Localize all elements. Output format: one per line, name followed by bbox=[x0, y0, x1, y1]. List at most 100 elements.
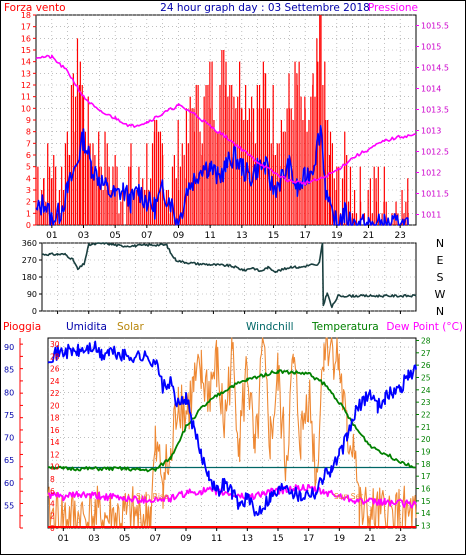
wind-tick-label: 11 bbox=[21, 93, 31, 102]
wind-tick-label: 13 bbox=[21, 69, 31, 78]
x-tick-label: 05 bbox=[119, 534, 130, 544]
wind-average-line bbox=[35, 125, 409, 226]
x-tick-label: 11 bbox=[204, 231, 215, 241]
rain-tick-label: 12 bbox=[50, 450, 60, 459]
pressure-tick-label: 1014 bbox=[421, 85, 441, 94]
temperature-tick-label: 19 bbox=[421, 448, 431, 457]
direction-tick-label: 360 bbox=[22, 239, 37, 248]
temperature-tick-label: 16 bbox=[421, 485, 431, 494]
temperature-tick-label: 25 bbox=[421, 373, 431, 382]
pressure-tick-label: 1015.5 bbox=[421, 22, 449, 31]
direction-tick-label: 0 bbox=[32, 307, 37, 316]
rain-tick-label: 30 bbox=[50, 340, 60, 349]
climate-plot-lines bbox=[47, 337, 417, 529]
temperature-tick-label: 21 bbox=[421, 423, 431, 432]
rain-tick-label: 20 bbox=[50, 401, 60, 410]
rain-tick-label: 8 bbox=[50, 475, 55, 484]
wind-tick-label: 7 bbox=[26, 139, 31, 148]
humidity-tick-label: 70 bbox=[4, 434, 14, 443]
wind-tick-label: 4 bbox=[26, 174, 31, 183]
rain-tick-label: 22 bbox=[50, 389, 60, 398]
temperature-tick-label: 23 bbox=[421, 398, 431, 407]
x-tick-label: 05 bbox=[109, 231, 120, 241]
temperature-tick-label: 27 bbox=[421, 349, 431, 358]
rain-tick-label: 0 bbox=[50, 524, 55, 533]
rain-tick-label: 14 bbox=[50, 438, 60, 447]
x-tick-label: 11 bbox=[211, 534, 222, 544]
pressure-tick-label: 1015 bbox=[421, 43, 441, 52]
rain-tick-label: 2 bbox=[50, 512, 55, 521]
temperature-tick-label: 17 bbox=[421, 472, 431, 481]
rain-tick-label: 10 bbox=[50, 463, 60, 472]
wind-direction-line bbox=[41, 242, 417, 309]
temperature-tick-label: 28 bbox=[421, 336, 431, 345]
humidity-tick-label: 55 bbox=[4, 501, 14, 510]
windchill-header-label: Windchill bbox=[246, 321, 294, 333]
temperature-tick-label: 18 bbox=[421, 460, 431, 469]
solar-header-label: Solar bbox=[117, 321, 144, 333]
x-tick-label: 17 bbox=[303, 534, 314, 544]
wind-tick-label: 14 bbox=[21, 58, 31, 67]
wind-axis-title: Forza vento bbox=[4, 2, 66, 14]
wind-tick-label: 6 bbox=[26, 151, 31, 160]
temperature-tick-label: 20 bbox=[421, 435, 431, 444]
wind-plot-lines bbox=[35, 54, 417, 226]
pressure-axis-ticks: 1011 1011.5 1012 1012.5 1013 1013.5 1014 1014.5… bbox=[416, 22, 449, 220]
wind-tick-label: 8 bbox=[26, 128, 31, 137]
temperature-tick-label: 24 bbox=[421, 386, 431, 395]
wind-tick-label: 15 bbox=[21, 46, 31, 55]
rain-tick-label: 4 bbox=[50, 499, 55, 508]
climate-x-axis-ticks: 01 03 05 07 09 11 13 15 17 19 21 23 bbox=[58, 528, 406, 544]
compass-label: N bbox=[436, 305, 444, 318]
x-tick-label: 19 bbox=[334, 534, 346, 544]
humidity-line bbox=[47, 340, 417, 517]
x-tick-label: 09 bbox=[173, 231, 185, 241]
x-tick-label: 03 bbox=[88, 534, 99, 544]
x-tick-label: 21 bbox=[363, 231, 374, 241]
dewpoint-header-label: Dew Point (°C) bbox=[386, 321, 463, 333]
x-tick-label: 15 bbox=[272, 534, 283, 544]
temperature-tick-label: 22 bbox=[421, 410, 431, 419]
wind-tick-label: 10 bbox=[21, 104, 31, 113]
temperature-tick-label: 15 bbox=[421, 497, 431, 506]
solar-line bbox=[47, 337, 417, 529]
compass-label: N bbox=[436, 237, 444, 250]
wind-tick-label: 1 bbox=[26, 209, 31, 218]
temperature-tick-label: 13 bbox=[421, 522, 431, 531]
sun-annotation-label: Sun Rise bbox=[136, 492, 169, 501]
humidity-tick-label: 85 bbox=[4, 366, 14, 375]
compass-label: W bbox=[435, 288, 446, 301]
humidity-tick-label: 90 bbox=[4, 343, 14, 352]
compass-label: E bbox=[437, 254, 444, 267]
direction-tick-label: 90 bbox=[27, 290, 37, 299]
direction-tick-label: 270 bbox=[22, 256, 37, 265]
rain-tick-label: 18 bbox=[50, 414, 60, 423]
direction-tick-label: 180 bbox=[22, 273, 37, 282]
temperature-tick-label: 14 bbox=[421, 509, 431, 518]
humidity-tick-label: 65 bbox=[4, 456, 14, 465]
wind-tick-label: 16 bbox=[21, 34, 31, 43]
x-tick-label: 01 bbox=[58, 534, 69, 544]
wind-tick-label: 9 bbox=[26, 116, 31, 125]
pressure-line bbox=[35, 54, 417, 186]
x-tick-label: 07 bbox=[141, 231, 152, 241]
x-tick-label: 17 bbox=[299, 231, 310, 241]
direction-x-axis-ticks bbox=[57, 311, 401, 314]
pressure-tick-label: 1012 bbox=[421, 169, 441, 178]
pressure-tick-label: 1013.5 bbox=[421, 106, 449, 115]
x-tick-label: 09 bbox=[180, 534, 192, 544]
direction-axis-ticks: 0 90 180 270 360 bbox=[22, 239, 42, 316]
x-tick-label: 19 bbox=[331, 231, 343, 241]
humidity-tick-label: 75 bbox=[4, 411, 14, 420]
x-tick-label: 13 bbox=[236, 231, 247, 241]
wind-tick-label: 0 bbox=[26, 221, 31, 230]
temperature-axis-ticks: 13 14 15 16 17 18 19 20 21 22 23 24 25 26 27 28 bbox=[416, 336, 431, 531]
pressure-tick-label: 1013 bbox=[421, 127, 441, 136]
humidity-axis-ticks: 55 60 65 70 75 80 85 90 bbox=[4, 343, 14, 510]
